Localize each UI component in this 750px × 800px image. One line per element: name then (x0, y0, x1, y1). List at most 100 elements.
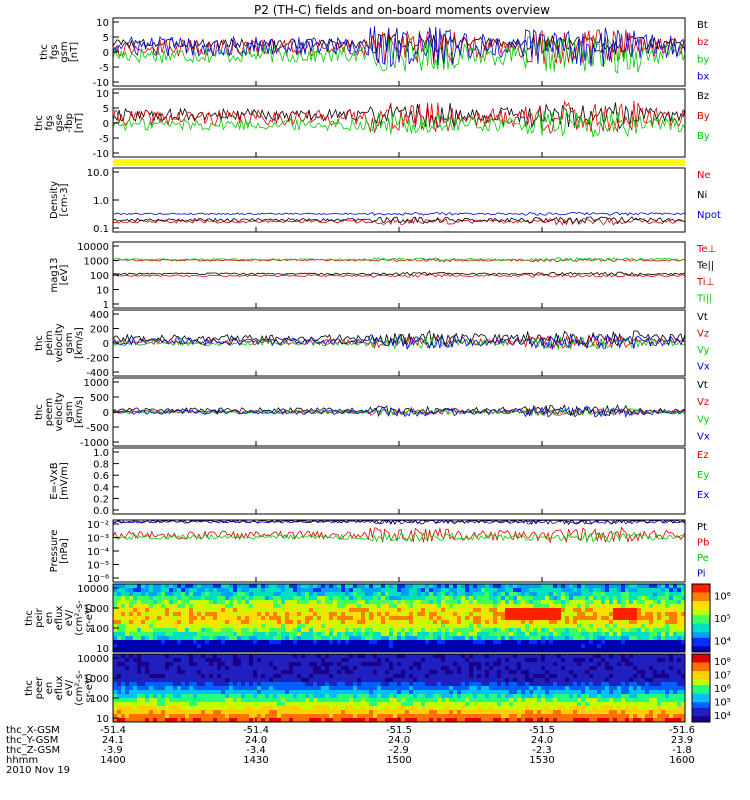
spectrogram-cell (281, 674, 286, 679)
spectrogram-cell (209, 686, 214, 691)
spectrogram-cell (165, 644, 170, 649)
spectrogram-cell (329, 710, 334, 715)
spectrogram-cell (437, 588, 442, 593)
spectrogram-cell (309, 706, 314, 711)
spectrogram-cell (337, 636, 342, 641)
figure-title: P2 (TH-C) fields and on-board moments ov… (254, 3, 550, 17)
spectrogram-cell (181, 718, 186, 723)
spectrogram-cell (529, 608, 534, 613)
spectrogram-cell (589, 616, 594, 621)
spectrogram-cell (473, 636, 478, 641)
spectrogram-cell (533, 632, 538, 637)
colorbar-tick-label: 10⁵ (714, 614, 731, 625)
spectrogram-cell (253, 698, 258, 703)
spectrogram-cell (581, 632, 586, 637)
spectrogram-cell (549, 644, 554, 649)
spectrogram-cell (429, 678, 434, 683)
spectrogram-cell (589, 658, 594, 663)
spectrogram-cell (297, 654, 302, 659)
spectrogram-cell (181, 694, 186, 699)
spectrogram-cell (661, 596, 666, 601)
spectrogram-cell (121, 698, 126, 703)
spectrogram-cell (497, 682, 502, 687)
spectrogram-cell (457, 620, 462, 625)
spectrogram-cell (177, 706, 182, 711)
spectrogram-cell (249, 644, 254, 649)
spectrogram-cell (293, 600, 298, 605)
spectrogram-cell (261, 644, 266, 649)
spectrogram-cell (165, 654, 170, 659)
spectrogram-cell (357, 662, 362, 667)
spectrogram-cell (249, 636, 254, 641)
spectrogram-cell (397, 588, 402, 593)
spectrogram-cell (201, 644, 206, 649)
spectrogram-cell (253, 596, 258, 601)
spectrogram-cell (573, 694, 578, 699)
spectrogram-cell (593, 588, 598, 593)
spectrogram-cell (649, 624, 654, 629)
spectrogram-cell (521, 604, 526, 609)
spectrogram-cell (405, 654, 410, 659)
spectrogram-cell (669, 644, 674, 649)
spectrogram-cell (585, 674, 590, 679)
spectrogram-cell (173, 588, 178, 593)
spectrogram-cell (205, 640, 210, 645)
spectrogram-cell (209, 648, 214, 653)
spectrogram-cell (389, 616, 394, 621)
y-tick-label: 10⁻³ (87, 534, 109, 545)
spectrogram-cell (309, 686, 314, 691)
spectrogram-cell (133, 616, 138, 621)
spectrogram-cell (153, 710, 158, 715)
spectrogram-cell (625, 658, 630, 663)
spectrogram-cell (565, 616, 570, 621)
spectrogram-cell (489, 694, 494, 699)
spectrogram-cell (321, 584, 326, 589)
spectrogram-cell (589, 596, 594, 601)
spectrogram-cell (353, 640, 358, 645)
spectrogram-cell (277, 658, 282, 663)
spectrogram-cell (545, 632, 550, 637)
spectrogram-cell (357, 678, 362, 683)
spectrogram-cell (373, 604, 378, 609)
spectrogram-cell (269, 718, 274, 723)
spectrogram-cell (461, 706, 466, 711)
spectrogram-cell (369, 616, 374, 621)
spectrogram-cell (529, 662, 534, 667)
spectrogram-cell (569, 690, 574, 695)
spectrogram-cell (645, 616, 650, 621)
spectrogram-cell (369, 604, 374, 609)
spectrogram-cell (569, 686, 574, 691)
spectrogram-cell (517, 662, 522, 667)
spectrogram-cell (553, 654, 558, 659)
spectrogram-cell (553, 612, 558, 617)
spectrogram-cell (249, 612, 254, 617)
spectrogram-cell (605, 702, 610, 707)
spectrogram-cell (245, 588, 250, 593)
spectrogram-cell (161, 620, 166, 625)
spectrogram-cell (453, 624, 458, 629)
spectrogram-cell (157, 666, 162, 671)
spectrogram-cell (317, 678, 322, 683)
spectrogram-cell (641, 658, 646, 663)
spectrogram-cell (429, 628, 434, 633)
spectrogram-cell (565, 612, 570, 617)
spectrogram-cell (205, 674, 210, 679)
spectrogram-cell (337, 698, 342, 703)
spectrogram-cell (673, 604, 678, 609)
spectrogram-cell (557, 654, 562, 659)
spectrogram-cell (673, 624, 678, 629)
spectrogram-cell (561, 596, 566, 601)
spectrogram-cell (573, 662, 578, 667)
spectrogram-cell (281, 624, 286, 629)
spectrogram-cell (525, 662, 530, 667)
spectrogram-cell (629, 682, 634, 687)
spectrogram-cell (433, 620, 438, 625)
spectrogram-cell (317, 670, 322, 675)
spectrogram-cell (157, 662, 162, 667)
spectrogram-cell (421, 718, 426, 723)
spectrogram-cell (377, 702, 382, 707)
spectrogram-cell (413, 628, 418, 633)
spectrogram-cell (461, 674, 466, 679)
spectrogram-cell (445, 620, 450, 625)
spectrogram-cell (485, 612, 490, 617)
